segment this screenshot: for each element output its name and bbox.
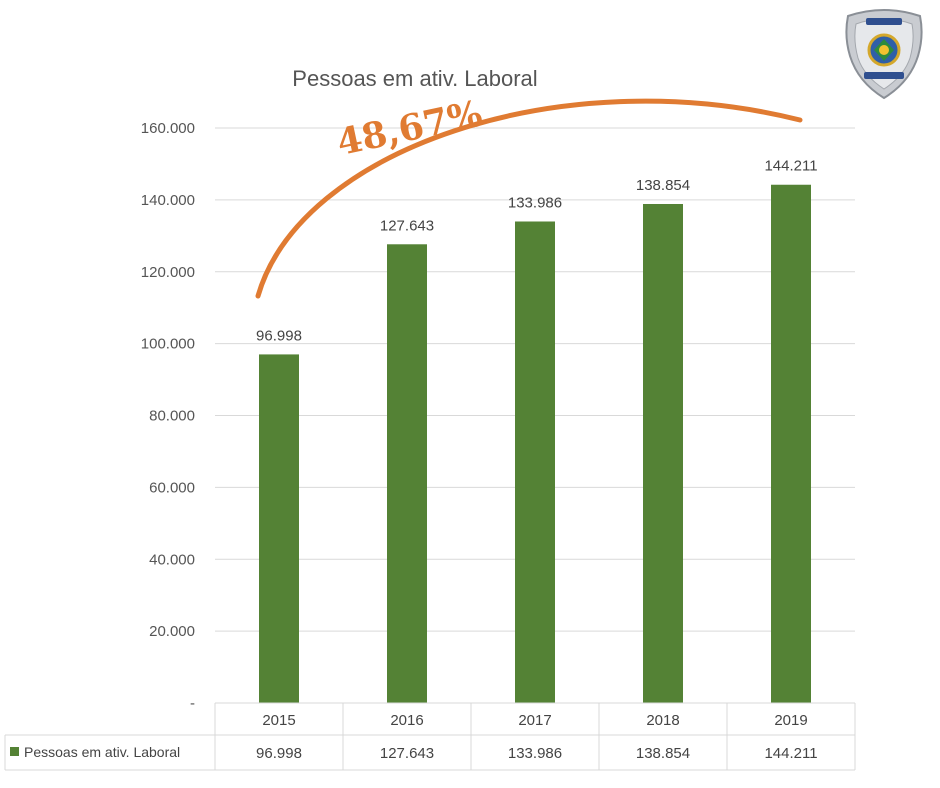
table-value: 127.643 xyxy=(380,745,434,762)
y-axis-ticks: - 20.000 40.000 60.000 80.000 100.000 120.000 1… xyxy=(141,120,195,712)
bar-2018 xyxy=(643,203,683,703)
data-table: 2015 96.998 2016 127.643 2017 133.986 2018 138.… xyxy=(4,702,856,771)
x-category-label: 2018 xyxy=(646,712,679,729)
y-tick-label: 160.000 xyxy=(141,120,195,137)
bar-2016 xyxy=(387,244,427,704)
data-label: 138.854 xyxy=(636,177,690,194)
growth-annotation: 48,67% xyxy=(333,92,485,164)
x-category-label: 2019 xyxy=(774,712,807,729)
bars xyxy=(259,184,811,704)
chart-title: Pessoas em ativ. Laboral xyxy=(292,66,537,91)
growth-arc xyxy=(255,98,803,299)
badge-logo xyxy=(845,9,923,100)
bar-2019 xyxy=(771,184,811,704)
legend-label: Pessoas em ativ. Laboral xyxy=(24,744,180,760)
table-value: 138.854 xyxy=(636,745,690,762)
y-tick-label: 120.000 xyxy=(141,264,195,281)
y-tick-label: 140.000 xyxy=(141,192,195,209)
data-label: 144.211 xyxy=(764,158,817,175)
x-category-label: 2017 xyxy=(518,712,551,729)
bar-2017 xyxy=(515,221,555,704)
data-label: 127.643 xyxy=(380,217,434,234)
y-tick-label: - xyxy=(190,695,195,712)
x-category-label: 2016 xyxy=(390,712,423,729)
y-tick-label: 60.000 xyxy=(149,479,195,496)
table-value: 96.998 xyxy=(256,745,302,762)
legend-swatch xyxy=(10,747,19,756)
table-value: 133.986 xyxy=(508,745,562,762)
y-tick-label: 20.000 xyxy=(149,623,195,640)
table-value: 144.211 xyxy=(764,745,817,762)
bar-2015 xyxy=(259,354,299,703)
y-tick-label: 40.000 xyxy=(149,551,195,568)
data-labels: 96.998 127.643 133.986 138.854 144.211 xyxy=(256,158,818,345)
data-label: 96.998 xyxy=(256,327,302,344)
data-label: 133.986 xyxy=(508,194,562,211)
x-category-label: 2015 xyxy=(262,712,295,729)
y-tick-label: 80.000 xyxy=(149,408,195,425)
y-tick-label: 100.000 xyxy=(141,336,195,353)
